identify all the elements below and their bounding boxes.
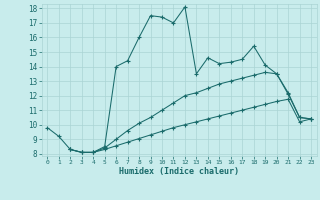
- X-axis label: Humidex (Indice chaleur): Humidex (Indice chaleur): [119, 167, 239, 176]
